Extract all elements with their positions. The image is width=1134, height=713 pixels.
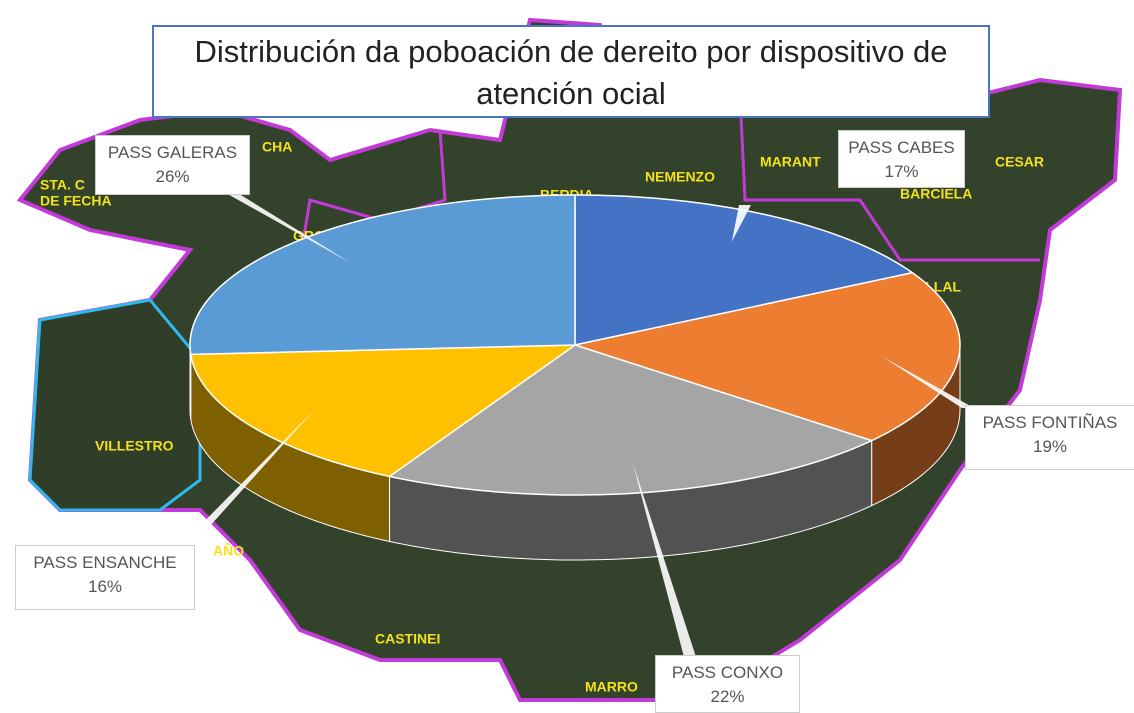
value-label: 17% (884, 162, 919, 181)
map-label: MARRO (585, 679, 638, 695)
pie-tops (189, 194, 961, 496)
category-label: PASS FONTIÑAS (982, 413, 1118, 432)
map-label: MARANT (760, 154, 821, 170)
leader-line (881, 356, 974, 408)
map-label: CASTINEI (375, 631, 440, 647)
pie-slice (572, 271, 961, 442)
pie-slice (189, 194, 576, 356)
data-label: PASS FONTIÑAS 19% (965, 405, 1134, 470)
map-label: BARCIELA (900, 186, 972, 202)
map-label: AÑO (213, 542, 244, 559)
pie-slice (574, 194, 915, 346)
map-label: CHA (262, 139, 292, 155)
category-label: PASS GALERAS (107, 143, 238, 162)
chart-title: Distribución da poboación de dereito por… (152, 25, 990, 118)
data-label: PASS CABES 17% (838, 130, 965, 188)
value-label: 16% (87, 577, 123, 596)
leader-line (632, 462, 696, 657)
map-label: NEMENZO (645, 169, 715, 185)
pie-slice (189, 344, 578, 478)
value-label: 19% (1032, 437, 1068, 456)
map-label: STA. C (40, 177, 85, 193)
leader-line (731, 205, 751, 242)
map-label: VILLESTRO (95, 438, 174, 454)
map-label: CESAR (995, 154, 1044, 170)
data-label: PASS GALERAS 26% (95, 135, 250, 195)
leader-lines (179, 192, 974, 657)
data-label: PASS CONXO 22% (655, 655, 800, 713)
data-label: PASS ENSANCHE 16% (15, 545, 195, 610)
leader-line (179, 409, 315, 547)
value-label: 26% (155, 167, 190, 186)
pie-slice (387, 344, 874, 496)
leader-line (224, 192, 351, 263)
category-label: PASS ENSANCHE (33, 553, 177, 572)
category-label: PASS CABES (848, 138, 955, 157)
category-label: PASS CONXO (671, 663, 784, 682)
value-label: 22% (710, 687, 745, 706)
map-label: DE FECHA (40, 193, 112, 209)
